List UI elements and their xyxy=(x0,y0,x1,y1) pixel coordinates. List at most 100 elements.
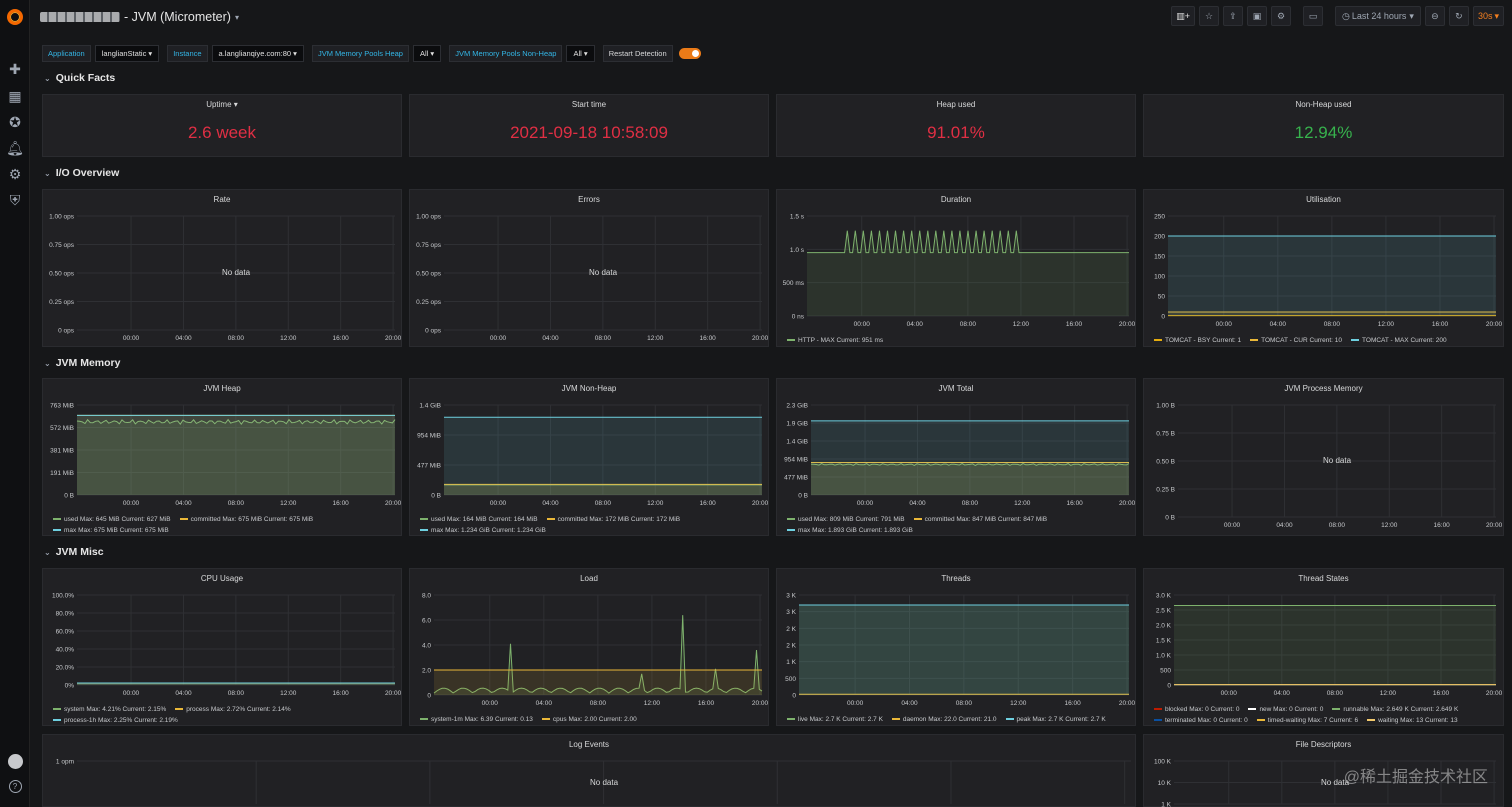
legend-item-live[interactable]: live Max: 2.7 K Current: 2.7 K xyxy=(787,716,883,723)
explore-icon[interactable]: ✪ xyxy=(9,113,21,130)
var-application-select[interactable]: langlianStatic ▾ xyxy=(94,45,160,62)
y-tick-label: 500 xyxy=(1160,668,1171,675)
graph-panel-errors[interactable]: Errors 1.00 ops 0.75 ops 0.50 ops 0.25 ops 0 … xyxy=(409,189,769,347)
legend-item-http-max[interactable]: HTTP - MAX Current: 951 ms xyxy=(787,337,883,344)
legend-item-runnable[interactable]: runnable Max: 2.649 K Current: 2.649 K xyxy=(1332,706,1458,713)
x-tick-label: 20:00 xyxy=(1486,522,1503,529)
dashboards-icon[interactable]: ▦ xyxy=(8,87,22,104)
y-tick-label: 1.0 K xyxy=(1156,653,1172,660)
y-tick-label: 0.25 ops xyxy=(49,299,75,306)
legend-item-timed-waiting[interactable]: timed-waiting Max: 7 Current: 6 xyxy=(1256,717,1358,724)
graph-panel-rate[interactable]: Rate 1.00 ops 0.75 ops 0.50 ops 0.25 ops 0 op… xyxy=(42,189,402,347)
var-nonheap-pools-label: JVM Memory Pools Non-Heap xyxy=(449,45,563,62)
legend-series-name: system xyxy=(64,706,87,713)
shield-icon[interactable]: ⛨ xyxy=(9,191,21,208)
y-tick-label: 500 xyxy=(785,676,796,683)
row-quick-facts[interactable]: ⌄ Quick Facts xyxy=(44,72,115,84)
grafana-logo-icon[interactable] xyxy=(0,6,30,28)
legend-item-committed[interactable]: committed Max: 675 MiB Current: 675 MiB xyxy=(179,516,313,523)
add-panel-button[interactable]: ▥+ xyxy=(1171,6,1196,26)
legend-item-tomcat-max[interactable]: TOMCAT - MAX Current: 200 xyxy=(1351,337,1447,344)
var-nonheap-pools-select[interactable]: All ▾ xyxy=(566,45,595,62)
x-tick-label: 16:00 xyxy=(1067,500,1084,507)
legend-item-waiting[interactable]: waiting Max: 13 Current: 13 xyxy=(1367,717,1458,724)
legend-item-system-1m[interactable]: system-1m Max: 6.39 Current: 0.13 xyxy=(420,716,533,723)
zoom-out-button[interactable]: ⊖ xyxy=(1424,6,1445,26)
graph-panel-jvm-heap[interactable]: JVM Heap 763 MiB 572 MiB 381 MiB 191 MiB 0 B 0… xyxy=(42,378,402,536)
stat-panel-start-time[interactable]: Start time 2021-09-18 10:58:09 xyxy=(409,94,769,157)
legend-item-used[interactable]: used Max: 164 MiB Current: 164 MiB xyxy=(420,516,538,523)
legend-item-peak[interactable]: peak Max: 2.7 K Current: 2.7 K xyxy=(1005,716,1106,723)
series-line-http-max xyxy=(807,230,1129,254)
var-instance-select[interactable]: a.langlianqiye.com:80 ▾ xyxy=(211,45,304,62)
time-picker-button[interactable]: ◷ Last 24 hours ▾ xyxy=(1335,6,1421,26)
breadcrumb[interactable]: - JVM (Micrometer) ▾ xyxy=(40,10,239,24)
graph-panel-jvm-non-heap[interactable]: JVM Non-Heap 1.4 GiB 954 MiB 477 MiB 0 B 00:0… xyxy=(409,378,769,536)
row-jvm-memory[interactable]: ⌄ JVM Memory xyxy=(44,357,120,369)
legend-item-process-1h[interactable]: process-1h Max: 2.25% Current: 2.19% xyxy=(53,717,178,724)
legend-item-process[interactable]: process Max: 2.72% Current: 2.14% xyxy=(175,706,291,713)
graph-panel-duration[interactable]: Duration 1.5 s 1.0 s 500 ms 0 ns 00:00 04:00 08… xyxy=(776,189,1136,347)
graph-panel-cpu-usage[interactable]: CPU Usage 100.0% 80.0% 60.0% 40.0% 20.0% 0% 00:… xyxy=(42,568,402,726)
legend-item-tomcat-bsy[interactable]: TOMCAT - BSY Current: 1 xyxy=(1154,337,1241,344)
refresh-interval-button[interactable]: 30s ▾ xyxy=(1472,6,1504,26)
x-tick-label: 08:00 xyxy=(590,700,607,707)
row-jvm-misc[interactable]: ⌄ JVM Misc xyxy=(44,546,104,558)
legend-item-max[interactable]: max Max: 675 MiB Current: 675 MiB xyxy=(53,527,169,534)
legend-item-blocked[interactable]: blocked Max: 0 Current: 0 xyxy=(1154,706,1239,713)
legend-swatch xyxy=(787,718,795,721)
series-area-tomcat-max xyxy=(1168,236,1496,316)
legend-item-max[interactable]: max Max: 1.234 GiB Current: 1.234 GiB xyxy=(420,527,546,534)
settings-button[interactable]: ⚙ xyxy=(1271,6,1292,26)
x-tick-label: 08:00 xyxy=(1329,522,1346,529)
plus-icon[interactable]: ✚ xyxy=(9,60,21,77)
stat-panel-heap-used[interactable]: Heap used 91.01% xyxy=(776,94,1136,157)
panel-title: JVM Non-Heap xyxy=(561,384,617,393)
y-tick-label: 1.00 ops xyxy=(416,214,442,221)
alerting-bell-icon[interactable]: 🔔︎ xyxy=(6,139,24,156)
graph-panel-load[interactable]: Load 8.0 6.0 4.0 2.0 0 00:00 04:00 08:00 12:00 16:… xyxy=(409,568,769,726)
graph-panel-jvm-process-memory[interactable]: JVM Process Memory 1.00 B 0.75 B 0.50 B 0.25… xyxy=(1143,378,1504,536)
y-tick-label: 50 xyxy=(1158,294,1166,301)
row-io-overview[interactable]: ⌄ I/O Overview xyxy=(44,167,119,179)
graph-panel-threads[interactable]: Threads 3 K 3 K 2 K 2 K 1 K 500 0 00:00 04:00 08:0… xyxy=(776,568,1136,726)
graph-panel-jvm-total[interactable]: JVM Total 2.3 GiB 1.9 GiB 1.4 GiB 954 MiB 477… xyxy=(776,378,1136,536)
legend-swatch xyxy=(420,529,428,532)
save-button[interactable]: ▣ xyxy=(1247,6,1268,26)
stat-panel-nonheap-used[interactable]: Non-Heap used 12.94% xyxy=(1143,94,1504,157)
graph-panel-file-descriptors[interactable]: File Descriptors 100 K 10 K 1 K No data xyxy=(1143,734,1504,807)
legend-values: Max: 1.893 GiB Current: 1.893 GiB xyxy=(812,527,913,534)
x-tick-label: 16:00 xyxy=(1433,690,1450,697)
legend-item-tomcat-cur[interactable]: TOMCAT - CUR Current: 10 xyxy=(1250,337,1342,344)
tv-mode-button[interactable]: ▭ xyxy=(1303,6,1324,26)
restart-detection-toggle[interactable] xyxy=(678,48,701,59)
user-avatar-icon[interactable] xyxy=(0,751,30,771)
y-tick-label: 572 MiB xyxy=(50,425,74,432)
share-button[interactable]: ⇪ xyxy=(1223,6,1244,26)
legend-item-max[interactable]: max Max: 1.893 GiB Current: 1.893 GiB xyxy=(787,527,913,534)
configuration-gear-icon[interactable]: ⚙ xyxy=(8,165,22,182)
graph-panel-log-events[interactable]: Log Events 1 opm No data xyxy=(42,734,1136,807)
legend-item-cpus[interactable]: cpus Max: 2.00 Current: 2.00 xyxy=(541,716,637,723)
legend-item-committed[interactable]: committed Max: 172 MiB Current: 172 MiB xyxy=(546,516,680,523)
no-data-label: No data xyxy=(589,268,618,277)
legend-item-committed[interactable]: committed Max: 847 MiB Current: 847 MiB xyxy=(913,516,1047,523)
refresh-button[interactable]: ↻ xyxy=(1448,6,1469,26)
legend-row: process-1h Max: 2.25% Current: 2.19% xyxy=(53,717,187,724)
star-button[interactable]: ☆ xyxy=(1199,6,1220,26)
y-tick-label: 250 xyxy=(1154,214,1165,221)
legend-item-system[interactable]: system Max: 4.21% Current: 2.15% xyxy=(53,706,166,713)
legend-item-terminated[interactable]: terminated Max: 0 Current: 0 xyxy=(1154,717,1248,724)
graph-panel-thread-states[interactable]: Thread States 3.0 K 2.5 K 2.0 K 1.5 K 1.0 K 50… xyxy=(1143,568,1504,726)
legend-item-used[interactable]: used Max: 809 MiB Current: 791 MiB xyxy=(787,516,905,523)
x-tick-label: 12:00 xyxy=(1010,700,1027,707)
legend-item-daemon[interactable]: daemon Max: 22.0 Current: 21.0 xyxy=(891,716,997,723)
legend-item-used[interactable]: used Max: 645 MiB Current: 627 MiB xyxy=(53,516,171,523)
legend-item-new[interactable]: new Max: 0 Current: 0 xyxy=(1248,706,1323,713)
graph-panel-utilisation[interactable]: Utilisation 250 200 150 100 50 0 00:00 04:00 08:0… xyxy=(1143,189,1504,347)
help-icon[interactable]: ? xyxy=(0,776,30,796)
stat-panel-uptime[interactable]: Uptime ▾ 2.6 week xyxy=(42,94,402,157)
var-heap-pools-select[interactable]: All ▾ xyxy=(412,45,442,62)
y-tick-label: 2 K xyxy=(786,626,796,633)
x-tick-label: 00:00 xyxy=(857,500,874,507)
